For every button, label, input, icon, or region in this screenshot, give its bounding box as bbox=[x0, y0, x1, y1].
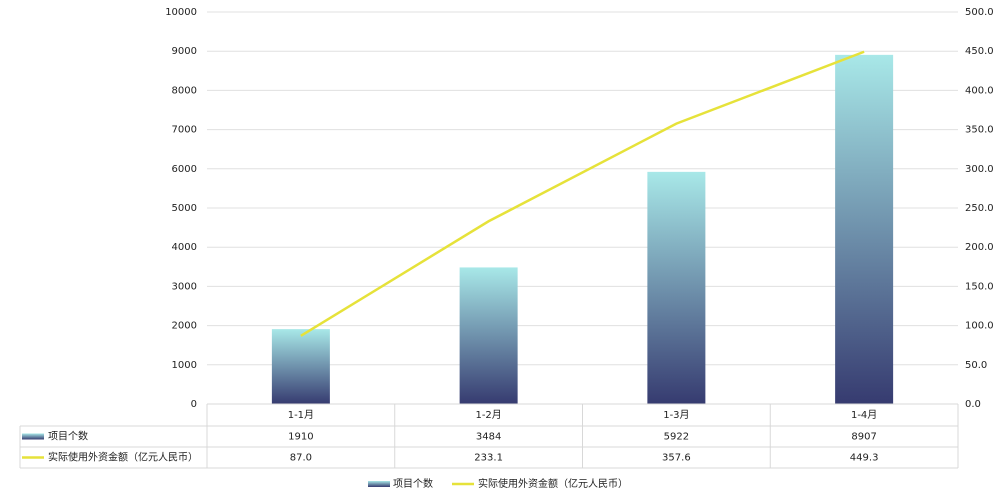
y-tick-label: 4000 bbox=[172, 242, 197, 253]
table-cell: 87.0 bbox=[290, 453, 312, 464]
table-row-label: 实际使用外资金额（亿元人民币） bbox=[48, 451, 198, 464]
x-tick-label: 1-4月 bbox=[851, 409, 877, 421]
table-cell: 5922 bbox=[664, 432, 689, 443]
y2-tick-label: 450.0 bbox=[965, 46, 994, 57]
y-tick-label: 8000 bbox=[172, 85, 197, 96]
x-tick-label: 1-3月 bbox=[663, 409, 689, 421]
y2-tick-label: 50.0 bbox=[965, 360, 987, 371]
y-tick-label: 0 bbox=[191, 399, 197, 410]
y-tick-label: 9000 bbox=[172, 46, 197, 57]
bar bbox=[459, 267, 518, 404]
table-row-label: 项目个数 bbox=[48, 430, 88, 443]
y-tick-label: 1000 bbox=[172, 360, 197, 371]
line bbox=[300, 50, 865, 337]
y2-tick-label: 0.0 bbox=[965, 399, 981, 410]
y-tick-label: 5000 bbox=[172, 203, 197, 214]
legend-label: 实际使用外资金额（亿元人民币） bbox=[478, 477, 628, 490]
x-tick-label: 1-1月 bbox=[288, 409, 314, 421]
x-tick-label: 1-2月 bbox=[475, 409, 501, 421]
bar bbox=[647, 171, 706, 404]
table-cell: 449.3 bbox=[850, 453, 879, 464]
y-tick-label: 7000 bbox=[172, 125, 197, 136]
y2-tick-label: 350.0 bbox=[965, 125, 994, 136]
y2-tick-label: 200.0 bbox=[965, 242, 994, 253]
y-tick-label: 6000 bbox=[172, 164, 197, 175]
y2-tick-label: 400.0 bbox=[965, 85, 994, 96]
legend-icon bbox=[368, 481, 390, 487]
y2-tick-label: 100.0 bbox=[965, 321, 994, 332]
bar bbox=[271, 329, 330, 404]
y-tick-label: 2000 bbox=[172, 321, 197, 332]
table-cell: 233.1 bbox=[474, 453, 503, 464]
y-tick-label: 10000 bbox=[165, 7, 197, 18]
bar bbox=[835, 54, 894, 404]
y2-tick-label: 250.0 bbox=[965, 203, 994, 214]
y2-tick-label: 300.0 bbox=[965, 164, 994, 175]
table-cell: 3484 bbox=[476, 432, 501, 443]
y2-tick-label: 150.0 bbox=[965, 281, 994, 292]
y-tick-label: 3000 bbox=[172, 281, 197, 292]
table-cell: 8907 bbox=[851, 432, 876, 443]
legend-label: 项目个数 bbox=[393, 477, 433, 490]
table-cell: 1910 bbox=[288, 432, 313, 443]
table-cell: 357.6 bbox=[662, 453, 691, 464]
table-legend-icon bbox=[22, 433, 44, 440]
y2-tick-label: 500.0 bbox=[965, 7, 994, 18]
